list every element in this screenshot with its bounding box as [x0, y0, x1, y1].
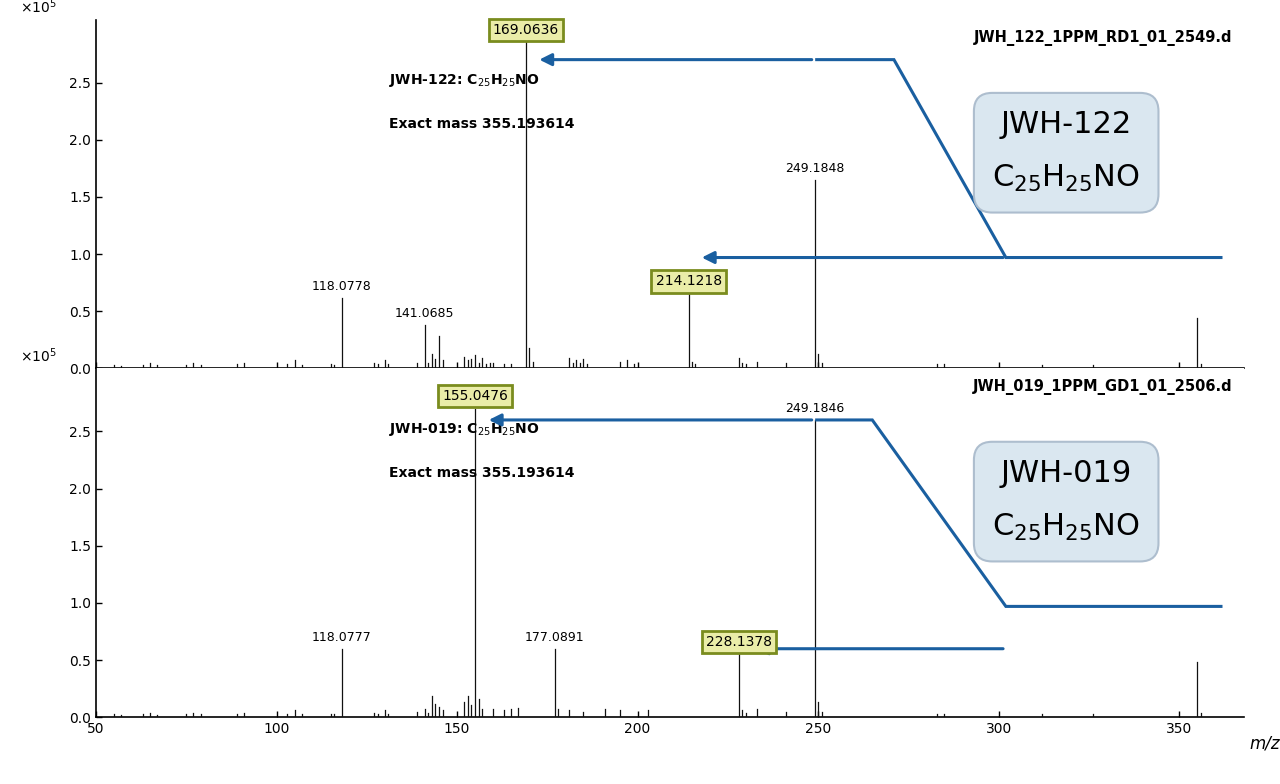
Text: 118.0777: 118.0777	[312, 631, 371, 644]
Text: JWH_019_1PPM_GD1_01_2506.d: JWH_019_1PPM_GD1_01_2506.d	[973, 379, 1233, 395]
Text: JWH-019
C$_{25}$H$_{25}$NO: JWH-019 C$_{25}$H$_{25}$NO	[992, 459, 1140, 543]
Text: 228.1378: 228.1378	[707, 635, 772, 648]
Text: 214.1218: 214.1218	[655, 274, 722, 289]
Text: JWH_122_1PPM_RD1_01_2549.d: JWH_122_1PPM_RD1_01_2549.d	[974, 30, 1233, 46]
Text: JWH-122: C$_{25}$H$_{25}$NO: JWH-122: C$_{25}$H$_{25}$NO	[389, 72, 539, 89]
Text: 249.1846: 249.1846	[786, 402, 845, 416]
Text: 141.0685: 141.0685	[396, 307, 454, 321]
Text: 155.0476: 155.0476	[443, 389, 508, 403]
Text: JWH-019: C$_{25}$H$_{25}$NO: JWH-019: C$_{25}$H$_{25}$NO	[389, 421, 539, 437]
Text: 118.0778: 118.0778	[312, 280, 371, 293]
Text: JWH-122
C$_{25}$H$_{25}$NO: JWH-122 C$_{25}$H$_{25}$NO	[992, 110, 1140, 194]
Text: 177.0891: 177.0891	[525, 631, 585, 644]
Text: 169.0636: 169.0636	[493, 23, 559, 37]
Text: 249.1848: 249.1848	[786, 162, 845, 175]
Text: $\times$10$^5$: $\times$10$^5$	[20, 0, 58, 16]
Text: m/z: m/z	[1249, 735, 1280, 753]
Text: $\times$10$^5$: $\times$10$^5$	[20, 347, 58, 365]
Text: Exact mass 355.193614: Exact mass 355.193614	[389, 118, 575, 131]
Text: Exact mass 355.193614: Exact mass 355.193614	[389, 466, 575, 480]
